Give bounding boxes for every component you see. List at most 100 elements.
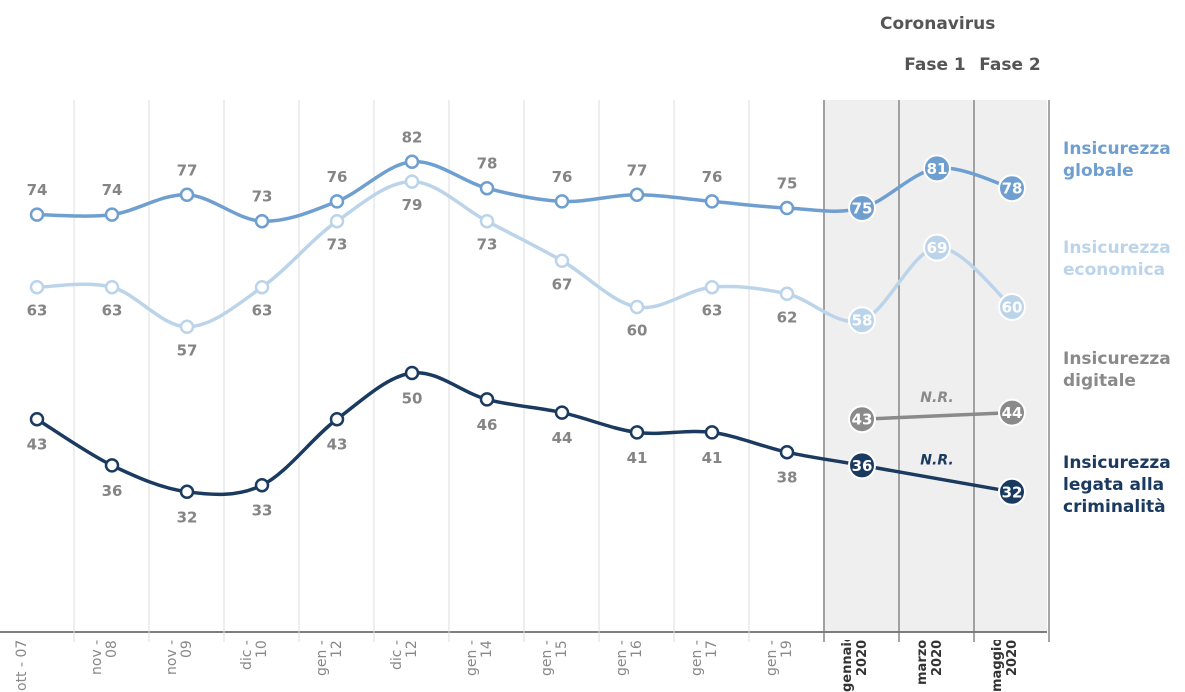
data-label: 43 — [27, 436, 48, 454]
marker — [998, 293, 1026, 321]
marker — [848, 405, 876, 434]
x-tick-label: marzo 2020 — [915, 640, 945, 686]
marker — [479, 213, 495, 229]
data-label: 82 — [402, 128, 423, 146]
marker — [779, 444, 795, 460]
data-label: 73 — [252, 188, 273, 206]
marker — [404, 365, 420, 381]
data-label: 73 — [327, 236, 348, 254]
data-label: 41 — [627, 449, 648, 467]
x-tick-label: gen - 16 — [615, 640, 645, 676]
data-label: 76 — [552, 168, 573, 186]
data-label: 74 — [27, 181, 48, 199]
x-tick-label: gen - 17 — [690, 640, 720, 676]
x-tick-label: gen - 12 — [315, 640, 345, 676]
data-label: 32 — [1002, 483, 1023, 501]
data-label: 63 — [27, 302, 48, 320]
data-label: 44 — [1002, 404, 1023, 422]
marker — [254, 279, 270, 295]
marker — [179, 484, 195, 500]
marker — [254, 477, 270, 493]
x-tick-label: maggio 2020 — [990, 640, 1020, 692]
data-label: 74 — [102, 181, 123, 199]
x-tick-label: dic - 10 — [240, 640, 270, 670]
marker — [779, 286, 795, 302]
marker — [998, 174, 1026, 203]
data-label: 75 — [852, 200, 873, 218]
marker — [554, 405, 570, 420]
data-label: 78 — [1002, 180, 1023, 198]
legend-item: Insicurezza economica — [1063, 238, 1171, 280]
x-tick-label: nov - 08 — [90, 640, 120, 676]
data-label: 38 — [777, 469, 798, 487]
marker — [329, 194, 345, 209]
data-label: 76 — [702, 168, 723, 186]
data-label: 57 — [177, 341, 198, 359]
marker — [629, 187, 645, 203]
marker — [329, 411, 345, 427]
data-label: 36 — [102, 482, 123, 500]
marker — [179, 319, 195, 335]
marker — [479, 180, 495, 196]
data-label: 77 — [177, 161, 198, 179]
data-label: 46 — [477, 416, 498, 434]
data-label: 63 — [702, 302, 723, 320]
marker — [554, 194, 570, 209]
data-label: 43 — [327, 436, 348, 454]
marker — [404, 154, 420, 170]
x-tick-label: dic - 12 — [390, 640, 420, 670]
data-label: 67 — [552, 275, 573, 293]
data-label: 58 — [852, 312, 873, 330]
marker — [923, 154, 951, 183]
data-label: 41 — [702, 449, 723, 467]
x-tick-label: gen - 19 — [765, 640, 795, 676]
data-label: 60 — [627, 322, 648, 340]
data-label: 60 — [1002, 299, 1023, 317]
na-label: N.R. — [920, 390, 953, 406]
marker — [629, 299, 645, 315]
data-label: 63 — [252, 302, 273, 320]
marker — [404, 174, 420, 189]
marker — [998, 398, 1026, 427]
marker — [704, 194, 720, 209]
marker — [923, 233, 951, 262]
data-label: 69 — [927, 239, 948, 257]
legend-item: Insicurezza globale — [1063, 139, 1171, 181]
marker — [554, 253, 570, 269]
na-label: N.R. — [920, 453, 953, 469]
data-label: 63 — [102, 302, 123, 320]
marker — [29, 279, 45, 295]
x-tick-label: gen - 14 — [465, 640, 495, 676]
legend-item: Insicurezza legata alla criminalità — [1063, 453, 1171, 517]
data-label: 75 — [777, 175, 798, 193]
marker — [779, 200, 795, 216]
marker — [848, 194, 876, 222]
data-label: 76 — [327, 168, 348, 186]
data-label: 78 — [477, 155, 498, 173]
marker — [848, 306, 876, 335]
marker — [179, 187, 195, 203]
data-label: 44 — [552, 429, 573, 447]
data-label: 62 — [777, 308, 798, 326]
data-label: 50 — [402, 390, 423, 408]
phase-label: Fase 2 — [979, 55, 1041, 75]
marker — [704, 279, 720, 295]
marker — [479, 392, 495, 407]
marker — [104, 458, 120, 473]
x-tick-label: nov - 09 — [165, 640, 195, 676]
marker — [848, 451, 876, 480]
marker — [104, 279, 120, 295]
data-label: 36 — [852, 457, 873, 475]
data-label: 77 — [627, 161, 648, 179]
data-label: 81 — [927, 160, 948, 178]
x-tick-label: gen - 15 — [540, 640, 570, 676]
data-label: 43 — [852, 411, 873, 429]
legend-item: Insicurezza digitale — [1063, 349, 1171, 391]
marker — [29, 411, 45, 427]
data-label: 33 — [252, 502, 273, 520]
x-tick-label: ott - 07 — [15, 640, 30, 692]
marker — [329, 213, 345, 229]
marker — [104, 207, 120, 222]
